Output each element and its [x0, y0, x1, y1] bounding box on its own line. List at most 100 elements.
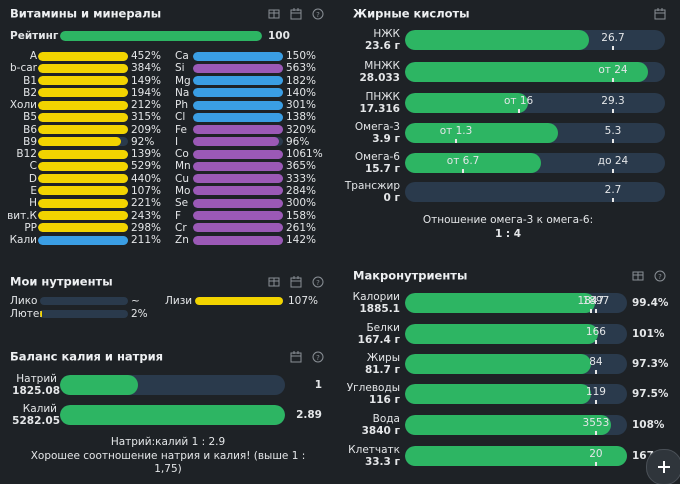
target-marker — [612, 78, 614, 82]
icon-glyph: ? — [654, 270, 666, 282]
panel-title: Баланс калия и натрия — [10, 349, 164, 364]
nutrient-name: Ca — [175, 49, 189, 62]
nutrient-bar — [193, 223, 283, 233]
nutrient-value: 139% — [131, 147, 162, 160]
panel-title: Витамины и минералы — [10, 6, 162, 21]
target-label: от 16 — [503, 94, 534, 107]
nutrient-name: Zn — [175, 233, 189, 246]
row-amount: 81.7 г — [364, 363, 400, 376]
nutrient-value: 209% — [131, 123, 162, 136]
nutrient-name: I — [175, 135, 179, 148]
row-amount: 0 г — [383, 191, 400, 204]
nutrient-name: Mn — [175, 160, 191, 173]
target-label: от 6.7 — [446, 154, 480, 167]
panel-title: Жирные кислоты — [353, 6, 470, 21]
icon-cal[interactable] — [290, 351, 302, 363]
row-bar-track — [405, 123, 665, 143]
nutrient-bar — [38, 235, 128, 245]
nutrient-bar — [38, 125, 128, 135]
nutrient-value: 158% — [286, 209, 317, 222]
nutrient-bar-track — [38, 161, 128, 171]
nutrient-bar-track — [193, 63, 283, 73]
rating-label: Рейтинг — [10, 29, 59, 42]
row-name: Омега-3 — [354, 120, 400, 133]
nutrient-bar-track — [38, 198, 128, 208]
row-amount: 1825.08 — [12, 384, 60, 397]
nutrient-bar — [193, 161, 283, 171]
row-bar-track — [405, 384, 627, 404]
row-bar — [405, 93, 528, 113]
row-name: Жиры — [366, 351, 400, 364]
nutrient-bar — [38, 112, 128, 122]
nutrient-bar-track — [38, 149, 128, 159]
icon-table[interactable] — [268, 8, 280, 20]
nutrient-bar — [193, 63, 283, 73]
row-name: Вода — [372, 412, 400, 425]
target-marker — [612, 46, 614, 50]
row-bar-track — [405, 182, 665, 202]
nutrient-name: Лютеи — [10, 307, 47, 320]
target-label: 26.7 — [601, 31, 625, 44]
row-amount: 23.6 г — [364, 39, 400, 52]
nutrient-bar-track — [40, 310, 128, 318]
nutrient-value: 96% — [286, 135, 310, 148]
icon-help[interactable]: ? — [312, 351, 324, 363]
svg-text:?: ? — [658, 273, 662, 281]
target-marker — [455, 139, 458, 143]
nutrient-bar-track — [38, 112, 128, 122]
target-label: до 24 — [597, 154, 629, 167]
nutrient-name: PP — [24, 221, 37, 234]
nutrient-name: B5 — [23, 111, 37, 124]
nutrient-value: ~ — [131, 294, 140, 307]
nutrient-value: 333% — [286, 172, 317, 185]
target-marker — [612, 198, 614, 202]
nutrient-value: 1061% — [286, 147, 323, 160]
nutrient-name: Cl — [175, 111, 186, 124]
row-bar-track — [405, 62, 665, 82]
rating-bar-track — [60, 31, 262, 41]
nutrient-bar-track — [193, 223, 283, 233]
target-marker — [594, 370, 597, 374]
target-marker — [612, 109, 614, 113]
icon-cal[interactable] — [290, 276, 302, 288]
nutrient-value: 211% — [131, 233, 162, 246]
row-bar-track — [60, 405, 285, 425]
panel-title: Макронутриенты — [353, 268, 468, 283]
target-label: от 24 — [598, 63, 628, 76]
plus-icon — [658, 461, 670, 473]
nutrient-name: B12 — [16, 147, 37, 160]
icon-cal[interactable] — [290, 8, 302, 20]
row-amount: 1885.1 — [359, 302, 400, 315]
nutrient-bar — [38, 100, 128, 110]
nutrient-bar-track — [40, 297, 128, 305]
rating-bar — [60, 31, 262, 41]
nutrient-name: Se — [175, 196, 189, 209]
target-marker — [612, 139, 614, 143]
icon-cal[interactable] — [654, 8, 666, 20]
add-button[interactable] — [646, 449, 680, 484]
icon-help[interactable]: ? — [312, 276, 324, 288]
target-label: 84 — [589, 355, 603, 368]
nutrient-value: 384% — [131, 62, 162, 75]
row-name: Калории — [352, 290, 400, 303]
nutrient-value: 142% — [286, 233, 317, 246]
icon-table[interactable] — [632, 270, 644, 282]
nutrient-bar-track — [193, 198, 283, 208]
target-label: 119 — [585, 385, 606, 398]
icon-table[interactable] — [268, 276, 280, 288]
nutrient-bar-track — [38, 186, 128, 196]
nutrient-name: A — [29, 49, 37, 62]
nutrient-value: 107% — [131, 184, 162, 197]
nutrient-value: 194% — [131, 86, 162, 99]
nutrient-bar — [38, 63, 128, 73]
nutrient-bar — [193, 211, 283, 220]
row-bar-track — [405, 30, 665, 50]
target-label: 3553 — [582, 416, 610, 429]
nutrient-name: B9 — [23, 135, 37, 148]
nutrient-bar-track — [38, 223, 128, 233]
nutrient-value: 243% — [131, 209, 162, 222]
icon-help[interactable]: ? — [654, 270, 666, 282]
nutrient-bar — [38, 51, 128, 61]
nutrient-bar — [38, 76, 128, 86]
icon-help[interactable]: ? — [312, 8, 324, 20]
